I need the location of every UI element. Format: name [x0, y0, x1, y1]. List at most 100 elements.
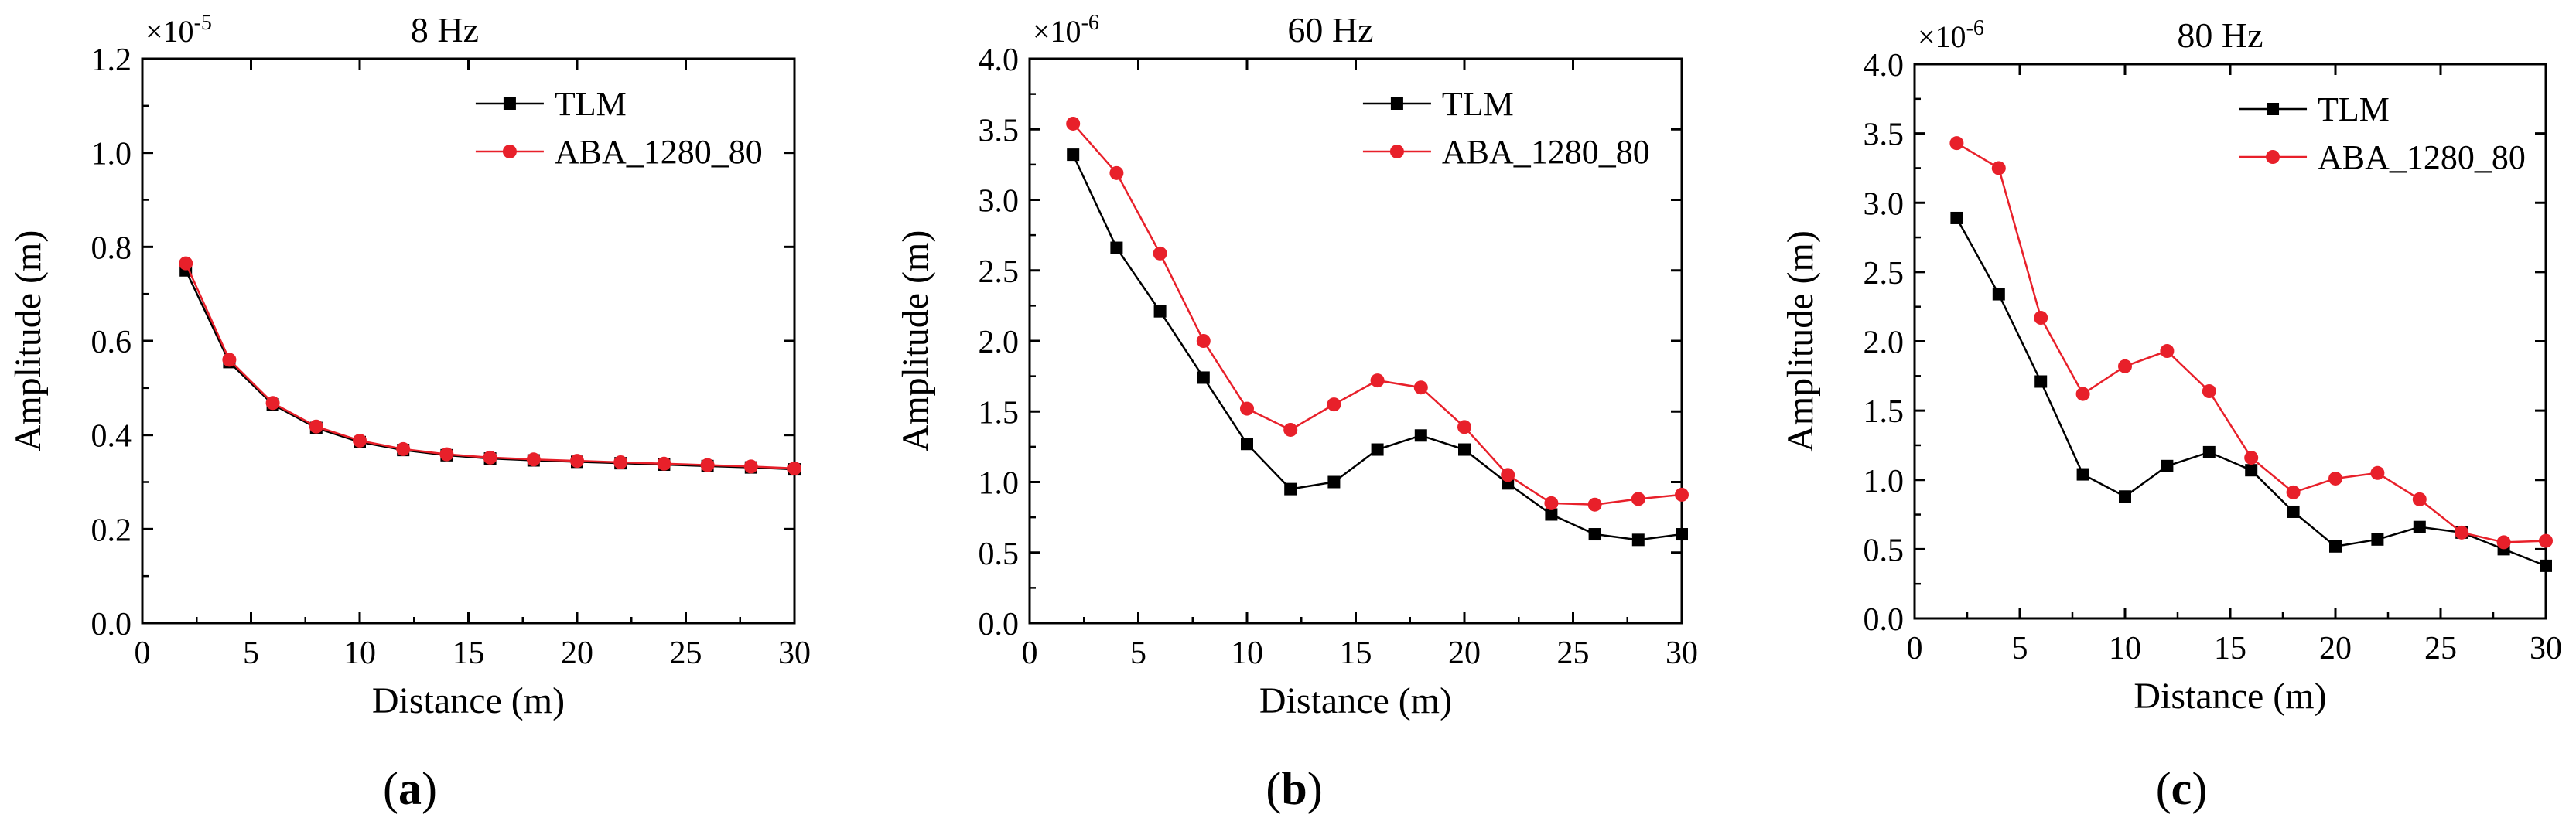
data-point [1992, 288, 2005, 301]
legend-marker [1390, 97, 1403, 110]
x-axis-label: Distance (m) [1259, 680, 1452, 721]
data-point [1196, 334, 1211, 348]
data-point [2076, 468, 2089, 481]
legend-label: ABA_1280_80 [1442, 133, 1650, 171]
legend-entry: ABA_1280_80 [475, 133, 763, 171]
y-tick-label: 4.0 [1864, 48, 1905, 83]
data-point [1545, 508, 1558, 521]
y-tick-label: 2.5 [979, 254, 1020, 290]
y-multiplier: ×10-6 [1033, 11, 1099, 49]
data-point [222, 353, 237, 367]
data-point [1327, 475, 1341, 489]
panel-paren: ( [383, 763, 398, 814]
data-point [396, 441, 411, 456]
data-point [2202, 384, 2216, 399]
y-multiplier: ×10-6 [1918, 16, 1984, 54]
data-point [1153, 246, 1167, 261]
y-tick-label: 0.0 [91, 607, 132, 642]
data-point [2118, 359, 2132, 373]
legend-label: TLM [1442, 85, 1514, 123]
data-point [743, 459, 758, 474]
data-point [1283, 422, 1298, 437]
data-point [1544, 496, 1559, 510]
data-point [2413, 520, 2426, 533]
data-point [483, 450, 497, 465]
series-TLM [1067, 148, 1688, 547]
chart-title: 80 Hz [2177, 15, 2263, 55]
data-point [1414, 429, 1427, 442]
data-point [2370, 465, 2385, 480]
x-tick-label: 0 [135, 635, 151, 671]
data-point [1370, 373, 1385, 388]
data-point [2329, 540, 2342, 553]
y-tick-label: 0.0 [979, 607, 1020, 642]
data-point [1066, 116, 1081, 131]
y-tick-label: 3.5 [1864, 118, 1905, 153]
legend-entry: ABA_1280_80 [2239, 138, 2526, 176]
y-axis-label: Amplitude (m) [895, 230, 936, 452]
panel-label: (c) [2156, 763, 2208, 814]
legend-marker [2266, 150, 2280, 164]
chart-panel-a: 0 5 10 15 20 25 30 0.0 0.2 0.4 0.6 0.8 1.0 1.2 ×10-5 8 … [8, 10, 811, 721]
panel-paren: ( [2156, 763, 2171, 814]
x-tick-label: 30 [1666, 635, 1698, 671]
data-point [179, 256, 193, 271]
data-point [1153, 305, 1167, 318]
data-point [1949, 136, 1964, 151]
data-point [353, 433, 367, 448]
data-point [265, 396, 280, 411]
x-tick-label: 0 [1907, 631, 1923, 666]
data-point [1587, 497, 1602, 512]
data-point [2202, 445, 2216, 458]
series-line [185, 263, 795, 470]
x-axis-label: Distance (m) [2134, 676, 2326, 717]
data-point [2245, 464, 2258, 477]
legend-entry: TLM [1362, 85, 1514, 123]
data-point [1950, 211, 1963, 224]
data-point [570, 454, 584, 469]
data-point [1501, 468, 1515, 482]
x-tick-label: 10 [343, 635, 376, 671]
x-tick-label: 20 [561, 635, 593, 671]
y-tick-label: 1.0 [979, 466, 1020, 502]
y-tick-label: 3.0 [1864, 186, 1905, 222]
y-tick-label: 1.5 [979, 395, 1020, 431]
data-point [1588, 528, 1601, 541]
x-tick-label: 20 [2319, 631, 2352, 666]
y-axis-label: Amplitude (m) [8, 230, 49, 452]
x-tick-label: 20 [1448, 635, 1481, 671]
legend-marker [503, 97, 516, 110]
data-point [1197, 371, 1210, 384]
x-tick-label: 15 [2214, 631, 2246, 666]
data-point [2540, 559, 2552, 572]
y-tick-label: 2.0 [979, 325, 1020, 360]
data-point [2539, 533, 2553, 548]
data-point [2286, 485, 2301, 499]
panel-letter: b [1281, 763, 1307, 814]
legend-marker [1389, 145, 1404, 158]
data-point [1675, 487, 1689, 502]
series-line [1072, 154, 1683, 541]
y-multiplier-exponent: -6 [1966, 16, 1984, 40]
series-ABA_1280_80 [179, 256, 801, 475]
data-point [1327, 397, 1341, 412]
x-tick-label: 0 [1022, 635, 1038, 671]
x-tick-label: 30 [2530, 631, 2562, 666]
legend-label: ABA_1280_80 [555, 133, 763, 171]
y-axis-label: Amplitude (m) [1780, 230, 1821, 452]
y-tick-label: 0.8 [91, 230, 132, 266]
data-point [1631, 492, 1645, 506]
series-line [185, 270, 795, 471]
x-tick-label: 15 [453, 635, 485, 671]
data-point [2161, 459, 2174, 472]
x-tick-label: 30 [778, 635, 811, 671]
data-point [1241, 438, 1253, 451]
y-tick-label: 2.0 [1864, 325, 1905, 361]
data-point [1240, 401, 1254, 416]
data-point [2034, 375, 2048, 388]
chart-panel-b: 0 5 10 15 20 25 30 0.0 0.5 1.0 1.5 2.0 2.5 3.0 3.5 4.0 ×… [895, 10, 1698, 721]
y-tick-label: 1.5 [1864, 394, 1905, 430]
data-point [439, 447, 454, 462]
data-point [2160, 344, 2175, 359]
